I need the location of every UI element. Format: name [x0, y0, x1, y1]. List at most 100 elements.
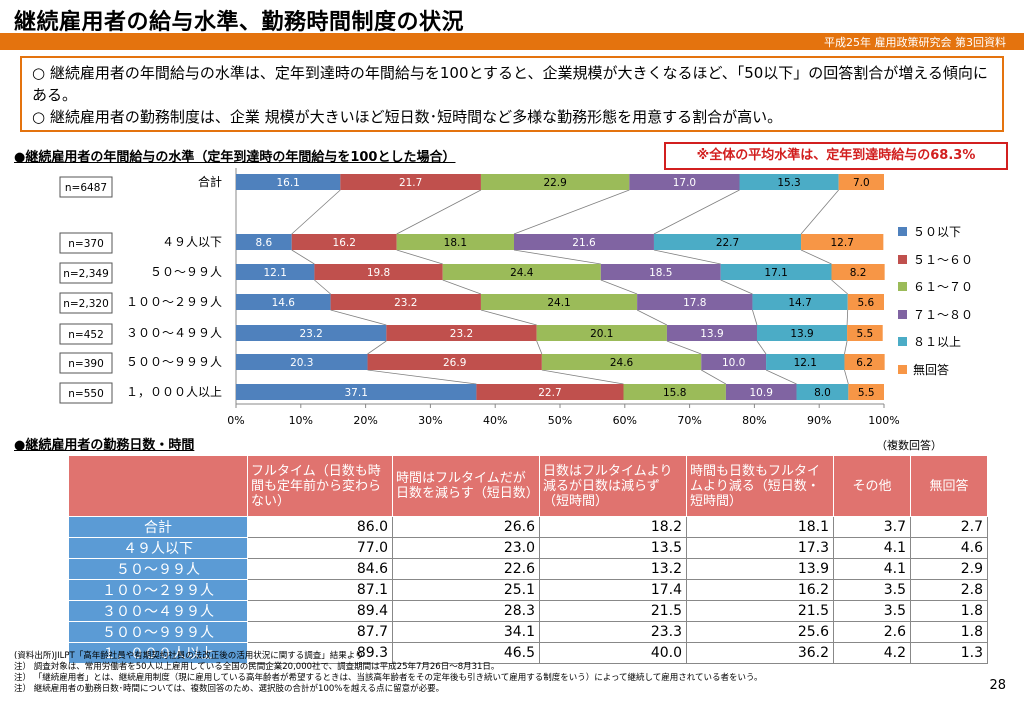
footnote-line: 注） 調査対象は、常用労働者を50人以上雇用している全国の民間企業20,000社…: [14, 662, 500, 672]
bar-segment: [314, 264, 443, 280]
header-bar: [0, 33, 1024, 50]
table-row-label: ４９人以下: [68, 537, 248, 559]
legend-swatch: [898, 337, 907, 347]
bar-segment: [396, 234, 514, 250]
bar-value-label: 10.9: [750, 387, 773, 399]
bar-value-label: 18.5: [649, 267, 672, 279]
bar-value-label: 23.2: [450, 328, 473, 340]
legend-item: 無回答: [898, 356, 973, 384]
legend-label: ８１以上: [913, 335, 962, 350]
page-number: 28: [989, 678, 1006, 693]
category-label: ５０～９９人: [150, 265, 222, 279]
table-column-header: 時間も日数もフルタイムより減る（短日数・短時間）: [686, 455, 834, 517]
legend-item: ６１～７０: [898, 273, 973, 301]
x-tick-label: 50%: [548, 414, 572, 427]
stacked-bar-chart: 0% 10% 20% 30% 40% 50% 60% 70% 80% 90% 100% 16.1 21.…: [59, 168, 900, 427]
bar-value-label: 18.1: [444, 237, 467, 249]
table-cell: 25.1: [392, 579, 540, 601]
x-tick-label: 20%: [353, 414, 377, 427]
category-label: ５００～９９９人: [126, 355, 222, 369]
table-cell: 18.2: [539, 516, 687, 538]
table-cell: 87.1: [247, 579, 393, 601]
n-label: n=390: [68, 358, 104, 370]
table-cell: 3.7: [833, 516, 911, 538]
category-label: １００～２９９人: [126, 295, 222, 309]
table-cell: 13.9: [686, 558, 834, 580]
legend-swatch: [898, 364, 907, 374]
legend-label: ６１～７０: [913, 280, 974, 295]
n-label-box: [59, 352, 113, 374]
series-connector: [800, 249, 832, 265]
legend-swatch: [898, 282, 907, 292]
bar-segment: [236, 234, 292, 250]
bar-segment: [291, 234, 397, 250]
bar-value-label: 20.3: [290, 357, 313, 369]
table-cell: 23.0: [392, 537, 540, 559]
table-cell: 22.6: [392, 558, 540, 580]
table-cell: 28.3: [392, 600, 540, 622]
table-cell: 84.6: [247, 558, 393, 580]
bar-segment: [831, 264, 885, 280]
legend-swatch: [898, 227, 907, 237]
series-connector: [513, 249, 601, 265]
bar-value-label: 8.6: [256, 237, 273, 249]
page-title: 継続雇用者の給与水準、勤務時間制度の状況: [14, 10, 465, 35]
bar-value-label: 21.6: [572, 237, 596, 249]
series-connector: [314, 279, 331, 295]
header-subtitle: 平成25年 雇用政策研究会 第3回資料: [824, 36, 1006, 49]
n-label: n=2,320: [63, 298, 109, 310]
n-label-box: [59, 176, 113, 198]
bar-value-label: 22.7: [716, 237, 739, 249]
bar-value-label: 22.7: [538, 387, 561, 399]
table-cell: 46.5: [392, 642, 540, 664]
x-tick-label: 70%: [677, 414, 701, 427]
bar-segment: [330, 294, 481, 310]
bar-segment: [725, 384, 797, 400]
bar-segment: [367, 354, 542, 370]
bar-value-label: 5.6: [858, 297, 875, 309]
bar-segment: [236, 264, 315, 280]
bar-value-label: 12.1: [794, 357, 817, 369]
series-connector: [701, 369, 727, 385]
summary-line-1: ○ 継続雇用者の年間給与の水準は、定年到達時の年間給与を100とすると、企業規模…: [32, 64, 988, 104]
table-cell: 89.3: [247, 642, 393, 664]
bar-segment: [623, 384, 726, 400]
n-label-box: [59, 382, 113, 404]
bar-value-label: 14.6: [272, 297, 296, 309]
series-connector: [396, 249, 443, 265]
multiple-answer-note: （複数回答）: [876, 439, 942, 452]
table-column-header: その他: [833, 455, 911, 517]
table-column-header: フルタイム（日数も時間も定年前から変わらない）: [247, 455, 393, 517]
bar-segment: [340, 174, 481, 190]
table-row-label: １００～２９９人: [68, 579, 248, 601]
bar-value-label: 12.7: [831, 237, 854, 249]
footnote-line: (資料出所)JILPT「高年齢社員や有期契約社員の法改正後の活用状況に関する調査…: [14, 651, 364, 661]
summary-box: ○ 継続雇用者の年間給与の水準は、定年到達時の年間給与を100とすると、企業規模…: [20, 56, 1004, 132]
category-label: １，０００人以上: [126, 385, 222, 399]
table-cell: 13.5: [539, 537, 687, 559]
work-days-table: フルタイム（日数も時間も定年前から変わらない） 時間はフルタイムだが日数を減らす（…: [68, 455, 988, 664]
bar-segment: [756, 325, 848, 341]
bar-segment: [536, 325, 667, 341]
legend-label: ７１～８０: [913, 307, 974, 322]
n-label-box: [59, 232, 113, 254]
table-cell: 34.1: [392, 621, 540, 643]
n-label-box: [59, 262, 113, 284]
table-row: ５０～９９人 84.6 22.6 13.2 13.9 4.1 2.9: [68, 558, 988, 580]
series-connector: [765, 369, 797, 385]
n-label-box: [59, 323, 113, 345]
series-connector: [367, 369, 477, 385]
table-cell: 89.4: [247, 600, 393, 622]
bar-value-label: 24.1: [547, 297, 570, 309]
bar-segment: [386, 325, 537, 341]
x-tick-label: 0%: [227, 414, 244, 427]
bar-segment: [480, 294, 638, 310]
table-cell: 86.0: [247, 516, 393, 538]
bar-segment: [236, 294, 331, 310]
n-label: n=370: [68, 238, 104, 250]
series-connector: [666, 340, 702, 355]
bar-value-label: 13.9: [790, 328, 813, 340]
bar-value-label: 13.9: [700, 328, 723, 340]
series-connector: [536, 340, 543, 355]
series-connector: [541, 369, 624, 385]
